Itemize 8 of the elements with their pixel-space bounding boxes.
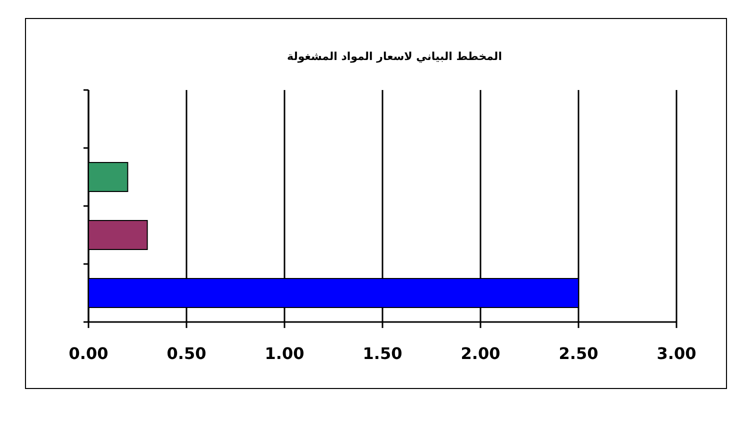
x-tick-label: 2.50 [558,344,598,363]
x-tick-label: 1.00 [264,344,304,363]
x-tick-label: 2.00 [460,344,500,363]
x-tick-label: 0.50 [166,344,206,363]
x-tick-label: 3.00 [656,344,696,363]
x-tick-label: 1.50 [362,344,402,363]
x-tick-label: 0.00 [68,344,108,363]
chart-title: المخطط البياني لاسعار المواد المشغولة [287,50,502,63]
